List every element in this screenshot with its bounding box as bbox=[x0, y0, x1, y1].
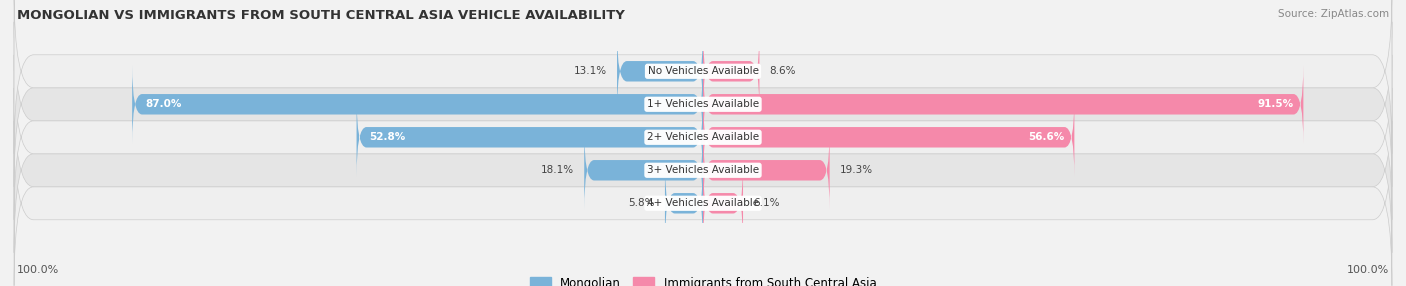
FancyBboxPatch shape bbox=[14, 121, 1392, 286]
Text: 87.0%: 87.0% bbox=[145, 99, 181, 109]
Text: 3+ Vehicles Available: 3+ Vehicles Available bbox=[647, 165, 759, 175]
FancyBboxPatch shape bbox=[14, 22, 1392, 187]
Text: 18.1%: 18.1% bbox=[541, 165, 575, 175]
FancyBboxPatch shape bbox=[703, 164, 742, 243]
Text: 2+ Vehicles Available: 2+ Vehicles Available bbox=[647, 132, 759, 142]
FancyBboxPatch shape bbox=[14, 88, 1392, 253]
FancyBboxPatch shape bbox=[703, 131, 830, 210]
Text: 13.1%: 13.1% bbox=[574, 66, 607, 76]
Text: 56.6%: 56.6% bbox=[1028, 132, 1064, 142]
FancyBboxPatch shape bbox=[703, 32, 759, 111]
Text: 1+ Vehicles Available: 1+ Vehicles Available bbox=[647, 99, 759, 109]
Text: 5.8%: 5.8% bbox=[628, 198, 655, 208]
Text: 4+ Vehicles Available: 4+ Vehicles Available bbox=[647, 198, 759, 208]
FancyBboxPatch shape bbox=[703, 65, 1303, 144]
Text: 100.0%: 100.0% bbox=[17, 265, 59, 275]
Text: MONGOLIAN VS IMMIGRANTS FROM SOUTH CENTRAL ASIA VEHICLE AVAILABILITY: MONGOLIAN VS IMMIGRANTS FROM SOUTH CENTR… bbox=[17, 9, 624, 21]
Text: 52.8%: 52.8% bbox=[370, 132, 406, 142]
Text: Source: ZipAtlas.com: Source: ZipAtlas.com bbox=[1278, 9, 1389, 19]
Text: 8.6%: 8.6% bbox=[769, 66, 796, 76]
FancyBboxPatch shape bbox=[665, 164, 703, 243]
FancyBboxPatch shape bbox=[617, 32, 703, 111]
Text: No Vehicles Available: No Vehicles Available bbox=[648, 66, 758, 76]
Text: 91.5%: 91.5% bbox=[1257, 99, 1294, 109]
Text: 100.0%: 100.0% bbox=[1347, 265, 1389, 275]
FancyBboxPatch shape bbox=[703, 98, 1074, 176]
Legend: Mongolian, Immigrants from South Central Asia: Mongolian, Immigrants from South Central… bbox=[524, 272, 882, 286]
FancyBboxPatch shape bbox=[14, 0, 1392, 154]
FancyBboxPatch shape bbox=[585, 131, 703, 210]
Text: 6.1%: 6.1% bbox=[752, 198, 779, 208]
FancyBboxPatch shape bbox=[14, 55, 1392, 220]
FancyBboxPatch shape bbox=[357, 98, 703, 176]
FancyBboxPatch shape bbox=[132, 65, 703, 144]
Text: 19.3%: 19.3% bbox=[839, 165, 873, 175]
